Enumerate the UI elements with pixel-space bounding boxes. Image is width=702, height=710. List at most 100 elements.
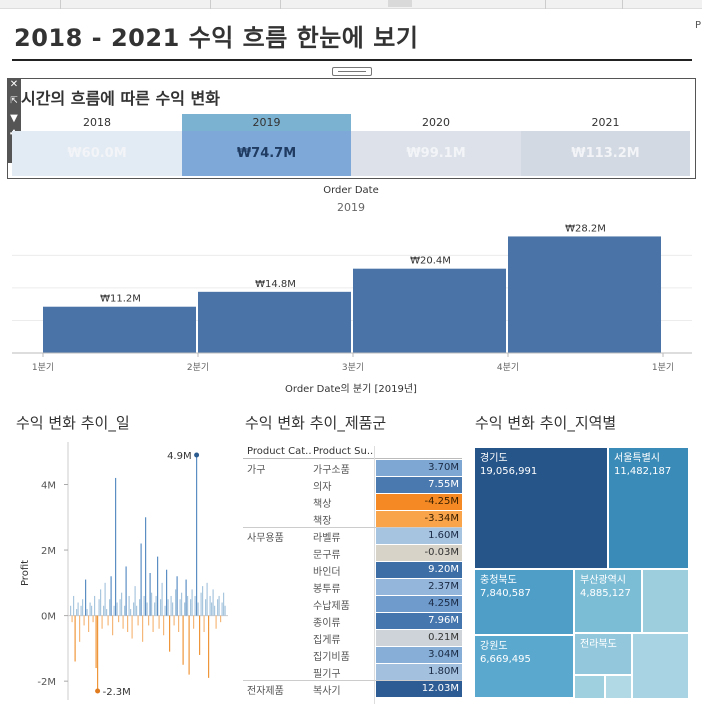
daily-profit-bar	[166, 569, 168, 616]
daily-profit-bar	[92, 615, 94, 623]
year-value-2019[interactable]: ₩74.7M	[182, 131, 351, 176]
year-value-2021[interactable]: ₩113.2M	[521, 131, 690, 176]
treemap-cell[interactable]: 경기도 19,056,991	[474, 447, 608, 569]
daily-profit-bar	[77, 602, 79, 616]
daily-y-tick-label-3: 0M	[41, 612, 56, 623]
year-value-2020[interactable]: ₩99.1M	[351, 131, 521, 176]
daily-profit-bar	[169, 615, 171, 652]
table-subcategory-label: 집게류	[313, 635, 341, 646]
daily-profit-bar	[139, 599, 141, 616]
daily-y-tick-label-4: -2M	[37, 677, 56, 688]
treemap-region-name: 전라북도	[580, 639, 617, 650]
daily-profit-bar	[157, 556, 159, 616]
daily-profit-bar	[110, 576, 112, 616]
daily-profit-bar	[142, 615, 144, 642]
daily-profit-bar	[94, 595, 96, 616]
daily-profit-bar	[217, 599, 219, 616]
treemap-cell[interactable]: 전라북도	[574, 633, 632, 675]
daily-profit-bar	[140, 543, 142, 616]
daily-profit-bar	[80, 605, 82, 616]
year-value-2018[interactable]: ₩60.0M	[12, 131, 182, 176]
daily-profit-bar	[130, 609, 132, 616]
quarter-tick-label-5: 1분기	[652, 362, 674, 373]
table-subcategory-label: 복사기	[313, 686, 341, 697]
popout-icon[interactable]: ⇱	[10, 96, 18, 106]
daily-profit-bar	[88, 615, 90, 632]
daily-profit-bar	[212, 589, 214, 616]
daily-profit-bar	[106, 609, 108, 616]
treemap-cell[interactable]: 서울특별시 11,482,187	[608, 447, 689, 569]
treemap-region-value: 11,482,187	[614, 466, 672, 477]
close-icon[interactable]: ✕	[9, 79, 19, 90]
table-value-cell[interactable]: 12.03M	[376, 681, 462, 697]
table-subcategory-label: 봉투류	[313, 584, 341, 595]
daily-profit-bar	[112, 615, 114, 636]
daily-y-axis-title: Profit	[20, 560, 31, 586]
daily-profit-bar	[184, 602, 186, 616]
table-value-cell[interactable]: 3.04M	[376, 647, 462, 663]
treemap-cell[interactable]	[632, 633, 689, 699]
daily-profit-bar	[170, 595, 172, 616]
daily-profit-bar	[145, 517, 147, 616]
year-header-2018[interactable]: 2018	[83, 116, 111, 129]
daily-profit-bar	[220, 615, 222, 623]
daily-min-marker	[95, 688, 101, 694]
daily-y-tick-label-2: 2M	[41, 546, 56, 557]
daily-profit-bar	[73, 595, 75, 616]
year-header-2019[interactable]: 2019	[182, 114, 351, 131]
filter-icon[interactable]: ▼	[10, 113, 18, 124]
table-value-cell[interactable]: -0.03M	[376, 545, 462, 561]
daily-profit-bar	[97, 615, 99, 691]
table-value-cell[interactable]: 2.37M	[376, 579, 462, 595]
quarter-tick-label-3: 3분기	[342, 362, 364, 373]
year-header-2020[interactable]: 2020	[422, 116, 450, 129]
table-value-cell[interactable]: 1.80M	[376, 664, 462, 680]
treemap-cell[interactable]: 부산광역시 4,885,127	[574, 569, 642, 633]
daily-profit-bar	[128, 595, 130, 616]
table-subcategory-label: 필기구	[313, 669, 341, 680]
treemap-region-name: 서울특별시	[614, 453, 660, 464]
table-value-cell[interactable]: 4.25M	[376, 596, 462, 612]
table-value-cell[interactable]: -4.25M	[376, 494, 462, 510]
daily-profit-bar	[101, 615, 103, 629]
daily-profit-bar	[190, 599, 192, 616]
treemap-region-value: 4,885,127	[580, 588, 631, 599]
treemap-cell[interactable]	[642, 569, 689, 633]
quarter-tick-label-4: 4분기	[497, 362, 519, 373]
table-header-category[interactable]: Product Cat..	[247, 446, 312, 457]
daily-profit-bar	[193, 615, 195, 629]
table-subcategory-label: 종이류	[313, 618, 341, 629]
year-header-2021[interactable]: 2021	[591, 116, 620, 129]
resize-grip[interactable]	[332, 67, 372, 76]
table-value-cell[interactable]: 9.20M	[376, 562, 462, 578]
table-value-cell[interactable]: 1.60M	[376, 528, 462, 544]
treemap-cell[interactable]: 강원도 6,669,495	[474, 635, 574, 698]
daily-profit-bar	[176, 576, 178, 616]
strip-tab[interactable]	[388, 0, 412, 7]
table-value-cell[interactable]: 7.55M	[376, 477, 462, 493]
daily-profit-bar	[113, 605, 115, 616]
strip-divider	[545, 0, 546, 9]
table-category-label: 가구	[247, 465, 266, 476]
treemap-cell[interactable]: 충청북도 7,840,587	[474, 569, 574, 635]
daily-profit-bar	[164, 605, 166, 616]
quarter-bar-4	[508, 236, 661, 353]
quarter-bar-label-3: ₩20.4M	[410, 256, 451, 267]
table-value-cell[interactable]: -3.34M	[376, 511, 462, 527]
quarter-bar-2	[198, 291, 351, 353]
table-header-subcategory[interactable]: Product Su..	[313, 446, 374, 457]
daily-profit-bar	[182, 615, 184, 665]
table-value-cell[interactable]: 3.70M	[376, 460, 462, 476]
table-group-rule	[243, 527, 462, 528]
daily-profit-bar	[152, 615, 154, 632]
daily-profit-bar	[146, 602, 148, 616]
daily-profit-bar	[160, 599, 162, 616]
daily-profit-bar	[199, 615, 201, 655]
daily-profit-bar	[224, 605, 226, 616]
treemap-cell[interactable]	[574, 675, 605, 699]
daily-profit-bar	[104, 582, 106, 616]
treemap-cell[interactable]	[605, 675, 632, 699]
table-value-cell[interactable]: 7.96M	[376, 613, 462, 629]
region-treemap-title: 수익 변화 추이_지역별	[475, 414, 617, 432]
table-value-cell[interactable]: 0.21M	[376, 630, 462, 646]
